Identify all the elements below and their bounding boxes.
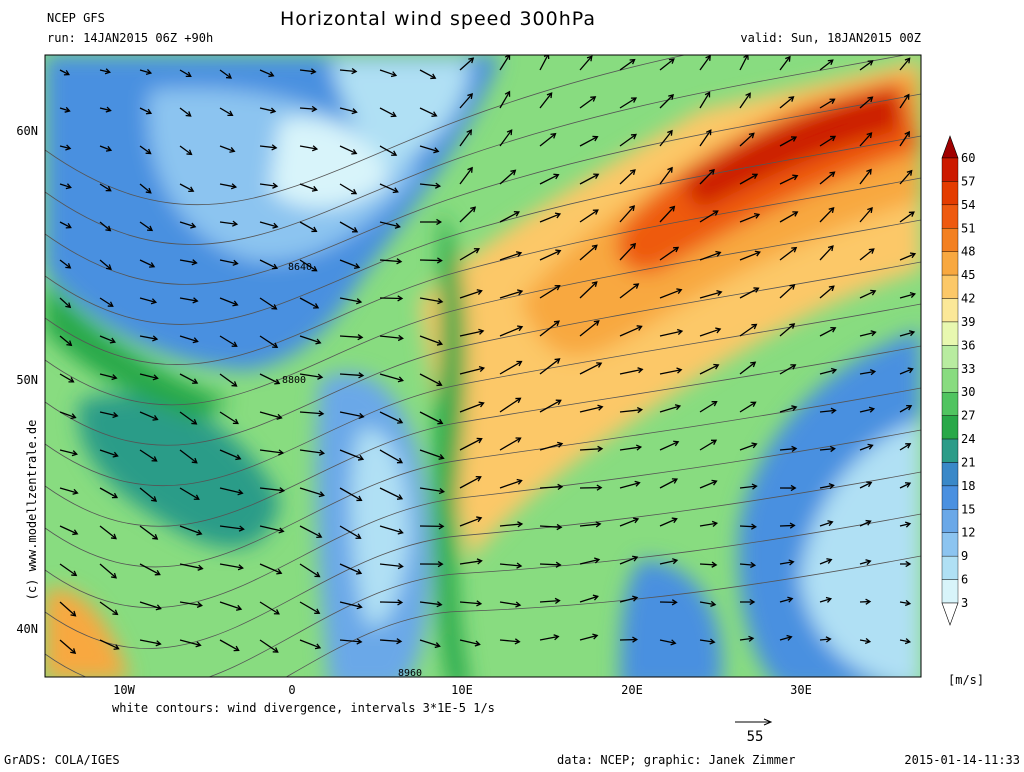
colorbar-box xyxy=(942,299,958,322)
colorbar-box xyxy=(942,322,958,345)
colorbar-box xyxy=(942,533,958,556)
lat-label: 40N xyxy=(16,622,38,636)
colorbar-box xyxy=(942,345,958,368)
colorbar-box xyxy=(942,509,958,532)
contour-label: 8640 xyxy=(288,262,312,273)
colorbar-label: 33 xyxy=(961,362,975,376)
unit-label: [m/s] xyxy=(948,673,984,687)
data-credit: data: NCEP; graphic: Janek Zimmer xyxy=(557,753,795,767)
colorbar-label: 36 xyxy=(961,338,975,352)
colorbar-box xyxy=(942,416,958,439)
lon-label: 30E xyxy=(790,683,812,697)
map: 8640 8800 8960 xyxy=(45,10,921,730)
colorbar-label: 24 xyxy=(961,432,975,446)
colorbar-box xyxy=(942,486,958,509)
colorbar-box xyxy=(942,556,958,579)
model-name: NCEP GFS xyxy=(47,11,105,25)
colorbar-label: 45 xyxy=(961,268,975,282)
colorbar-label: 57 xyxy=(961,174,975,188)
timestamp: 2015-01-14-11:33 xyxy=(904,753,1020,767)
colorbar-box xyxy=(942,275,958,298)
colorbar-label: 3 xyxy=(961,596,968,610)
colorbar-box xyxy=(942,181,958,204)
colorbar-label: 48 xyxy=(961,245,975,259)
lon-label: 10W xyxy=(113,683,135,697)
wind-arrow-shaft xyxy=(540,564,560,565)
colorbar-label: 6 xyxy=(961,573,968,587)
lon-label: 20E xyxy=(621,683,643,697)
run-info: run: 14JAN2015 06Z +90h xyxy=(47,31,213,45)
colorbar-label: 60 xyxy=(961,151,975,165)
colorbar-label: 39 xyxy=(961,315,975,329)
colorbar-box xyxy=(942,205,958,228)
colorbar-label: 51 xyxy=(961,221,975,235)
lon-label: 0 xyxy=(288,683,295,697)
map-title: Horizontal wind speed 300hPa xyxy=(280,8,596,30)
copyright: (c) www.modellzentrale.de xyxy=(25,420,39,601)
wind-arrow-shaft xyxy=(700,564,716,565)
colorbar-box xyxy=(942,158,958,181)
lat-label: 60N xyxy=(16,124,38,138)
lon-label: 10E xyxy=(451,683,473,697)
colorbar-box xyxy=(942,392,958,415)
colorbar-box xyxy=(942,252,958,275)
wind-arrow-shaft xyxy=(780,525,794,526)
colorbar-label: 9 xyxy=(961,549,968,563)
colorbar-box xyxy=(942,462,958,485)
wind-arrow-shaft xyxy=(420,260,442,261)
colorbar-label: 30 xyxy=(961,385,975,399)
colorbar-box xyxy=(942,228,958,251)
contour-label: 8800 xyxy=(282,375,306,386)
colorbar-box xyxy=(942,580,958,603)
colorbar-label: 21 xyxy=(961,455,975,469)
colorbar-label: 12 xyxy=(961,526,975,540)
divergence-note: white contours: wind divergence, interva… xyxy=(112,701,495,715)
wind-arrow-shaft xyxy=(740,526,756,527)
colorbar-label: 18 xyxy=(961,479,975,493)
colorbar-box xyxy=(942,369,958,392)
colorbar-label: 42 xyxy=(961,292,975,306)
colorbar-label: 15 xyxy=(961,502,975,516)
colorbar-label: 54 xyxy=(961,198,975,212)
colorbar-label: 27 xyxy=(961,409,975,423)
reference-speed: 55 xyxy=(747,729,764,745)
valid-info: valid: Sun, 18JAN2015 00Z xyxy=(740,31,921,45)
software-credit: GrADS: COLA/IGES xyxy=(4,753,120,767)
colorbar-box xyxy=(942,439,958,462)
lat-label: 50N xyxy=(16,373,38,387)
